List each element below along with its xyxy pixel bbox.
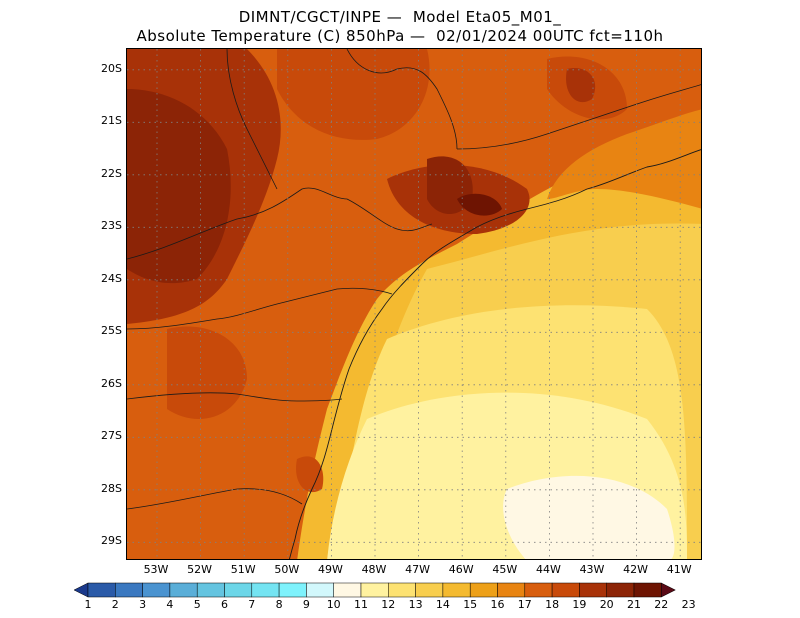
colorbar-arrow-left <box>74 582 89 598</box>
colorbar-swatch <box>469 582 498 598</box>
colorbar-tick-label: 20 <box>599 598 614 611</box>
land-hot-south <box>296 456 324 493</box>
lon-tick-label: 44W <box>535 563 561 576</box>
colorbar-swatch <box>333 582 362 598</box>
colorbar <box>74 582 676 598</box>
lon-tick-label: 42W <box>623 563 649 576</box>
chart-title-line2: Absolute Temperature (C) 850hPa — 02/01/… <box>136 27 664 45</box>
lon-tick-label: 45W <box>492 563 518 576</box>
colorbar-swatch <box>388 582 416 598</box>
lon-tick-label: 41W <box>666 563 692 576</box>
colorbar-swatch <box>524 582 553 598</box>
colorbar-swatch <box>306 582 334 598</box>
lon-tick-label: 46W <box>448 563 474 576</box>
border-line-7 <box>127 488 303 510</box>
colorbar-swatch <box>169 582 198 598</box>
border-line-4 <box>226 49 278 190</box>
colorbar-tick-label: 5 <box>193 598 201 611</box>
colorbar-swatch <box>606 582 635 598</box>
lon-tick-label: 49W <box>317 563 343 576</box>
colorbar-tick-label: 3 <box>139 598 147 611</box>
colorbar-swatch <box>415 582 444 598</box>
colorbar-tick-label: 2 <box>111 598 119 611</box>
land-coast-orange <box>547 109 701 209</box>
land-peak <box>457 193 502 216</box>
lon-tick-label: 52W <box>187 563 213 576</box>
border-line-5 <box>346 49 458 150</box>
colorbar-tick-label: 16 <box>490 598 505 611</box>
colorbar-tick-label: 1 <box>84 598 92 611</box>
border-line-6 <box>456 84 701 150</box>
colorbar-swatch <box>551 582 580 598</box>
colorbar-tick-label: 4 <box>166 598 174 611</box>
lat-tick-label: 23S <box>101 219 122 233</box>
colorbar-tick-label: 11 <box>354 598 368 611</box>
colorbar-swatch <box>497 582 526 598</box>
lon-tick-label: 50W <box>274 563 300 576</box>
colorbar-swatch <box>633 582 662 598</box>
colorbar-tick-label: 22 <box>654 598 669 611</box>
colorbar-tick-label: 14 <box>435 598 450 611</box>
lat-tick-label: 25S <box>101 324 122 338</box>
colorbar-tick-label: 19 <box>572 598 587 611</box>
temperature-map <box>126 48 702 560</box>
colorbar-tick-label: 8 <box>275 598 283 611</box>
colorbar-tick-label: 15 <box>463 598 478 611</box>
colorbar-tick-label: 21 <box>627 598 641 611</box>
colorbar-tick-label: 6 <box>221 598 228 611</box>
colorbar-swatch <box>251 582 280 598</box>
colorbar-swatch <box>224 582 253 598</box>
coastline <box>289 149 701 559</box>
lat-tick-label: 22S <box>101 166 122 180</box>
border-line-2 <box>127 287 393 330</box>
colorbar-swatch <box>579 582 607 598</box>
colorbar-tick-label: 18 <box>545 598 560 611</box>
colorbar-tick-label: 23 <box>681 598 696 611</box>
colorbar-swatch <box>442 582 471 598</box>
map-grid <box>127 49 701 559</box>
colorbar-swatch <box>278 582 307 598</box>
colorbar-tick-label: 10 <box>326 598 341 611</box>
lat-tick-label: 28S <box>101 481 122 495</box>
colorbar-swatch <box>360 582 389 598</box>
colorbar-arrow-right <box>661 582 676 598</box>
chart-title-line1: DIMNT/CGCT/INPE — Model Eta05_M01_ <box>238 8 562 26</box>
land-hot-southwest <box>167 326 247 419</box>
lon-tick-label: 53W <box>143 563 169 576</box>
lon-tick-label: 48W <box>361 563 387 576</box>
colorbar-tick-label: 17 <box>517 598 532 611</box>
colorbar-tick-label: 12 <box>381 598 396 611</box>
ocean-band-12 <box>503 475 675 559</box>
border-line-1 <box>127 187 433 260</box>
lat-tick-label: 29S <box>101 534 122 548</box>
lon-tick-label: 43W <box>579 563 605 576</box>
colorbar-swatch <box>87 582 116 598</box>
lat-tick-label: 26S <box>101 376 122 390</box>
land-hotter-northeast <box>566 68 596 103</box>
colorbar-tick-label: 9 <box>302 598 310 611</box>
lon-tick-label: 51W <box>230 563 256 576</box>
lat-tick-label: 21S <box>101 114 122 128</box>
lon-tick-label: 47W <box>405 563 431 576</box>
map-canvas <box>127 49 701 559</box>
lat-tick-label: 20S <box>101 61 122 75</box>
colorbar-tick-label: 13 <box>408 598 423 611</box>
colorbar-swatch <box>115 582 143 598</box>
colorbar-swatch <box>196 582 225 598</box>
colorbar-tick-label: 7 <box>248 598 256 611</box>
land-hottest-west <box>127 89 231 284</box>
colorbar-swatch <box>142 582 171 598</box>
lat-tick-label: 24S <box>101 271 122 285</box>
lat-tick-label: 27S <box>101 429 122 443</box>
border-line-3 <box>127 392 343 402</box>
